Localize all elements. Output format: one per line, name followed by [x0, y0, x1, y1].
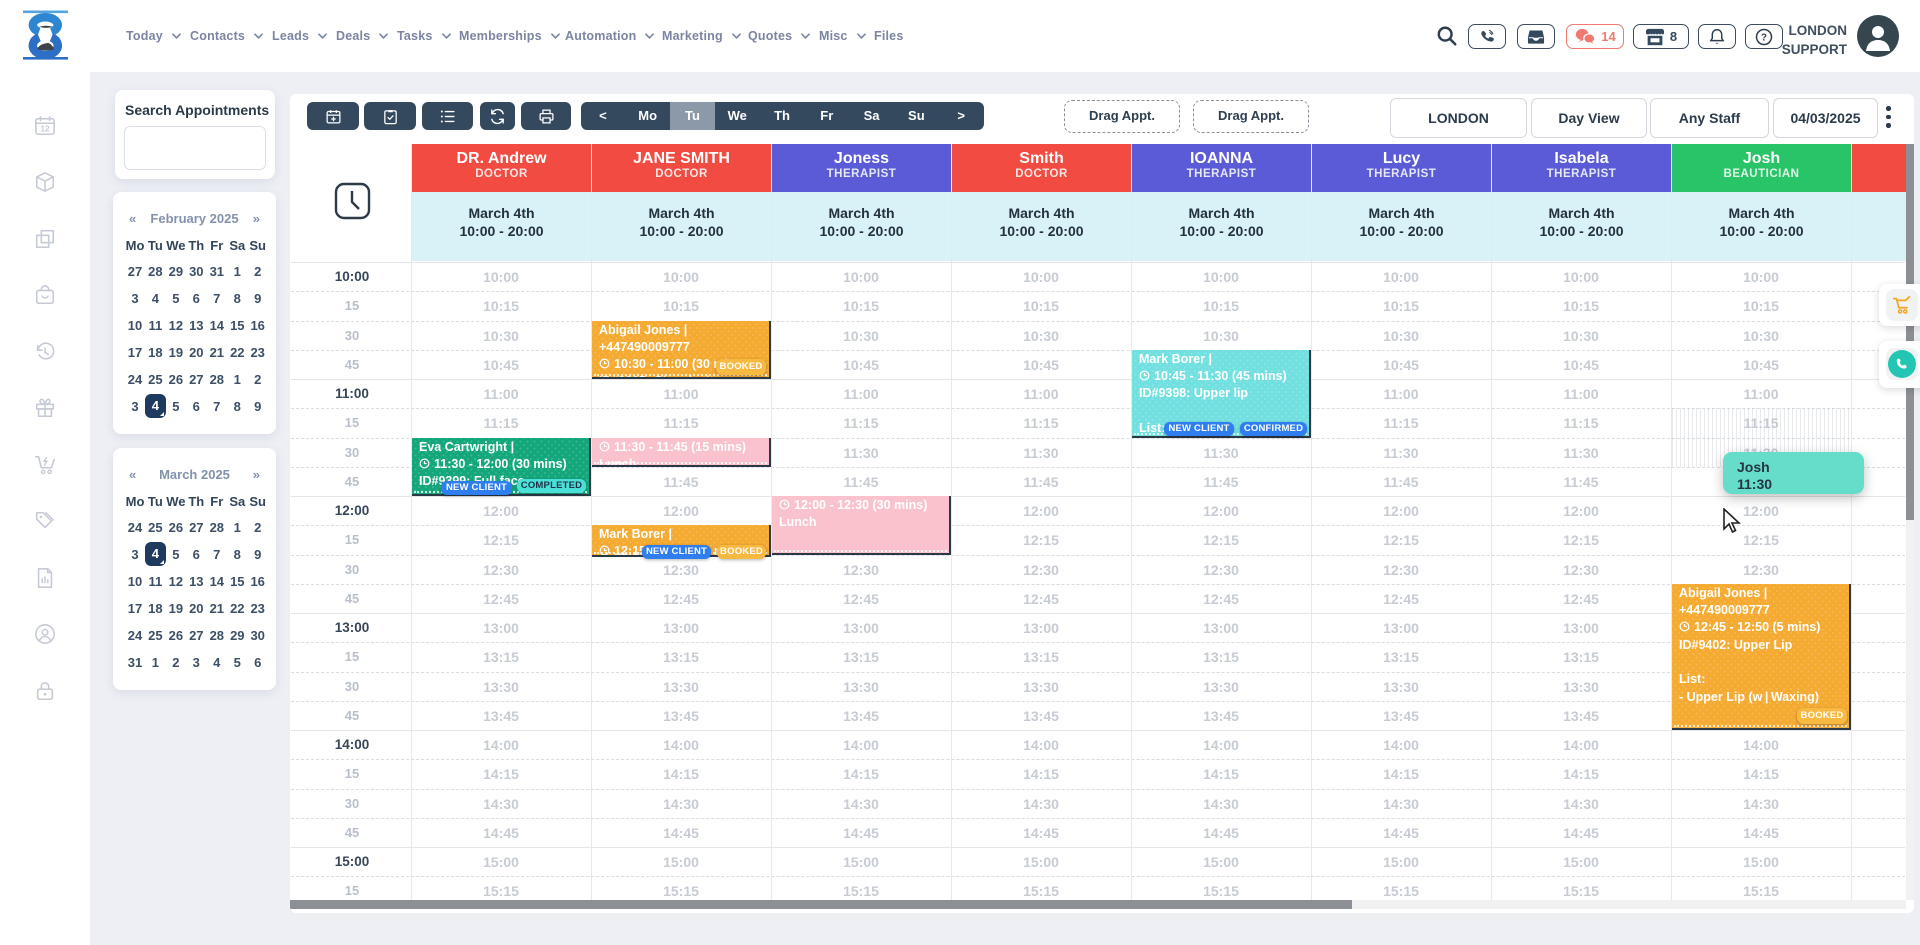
svg-text:12: 12: [40, 125, 50, 134]
svg-text:?: ?: [1761, 32, 1767, 43]
